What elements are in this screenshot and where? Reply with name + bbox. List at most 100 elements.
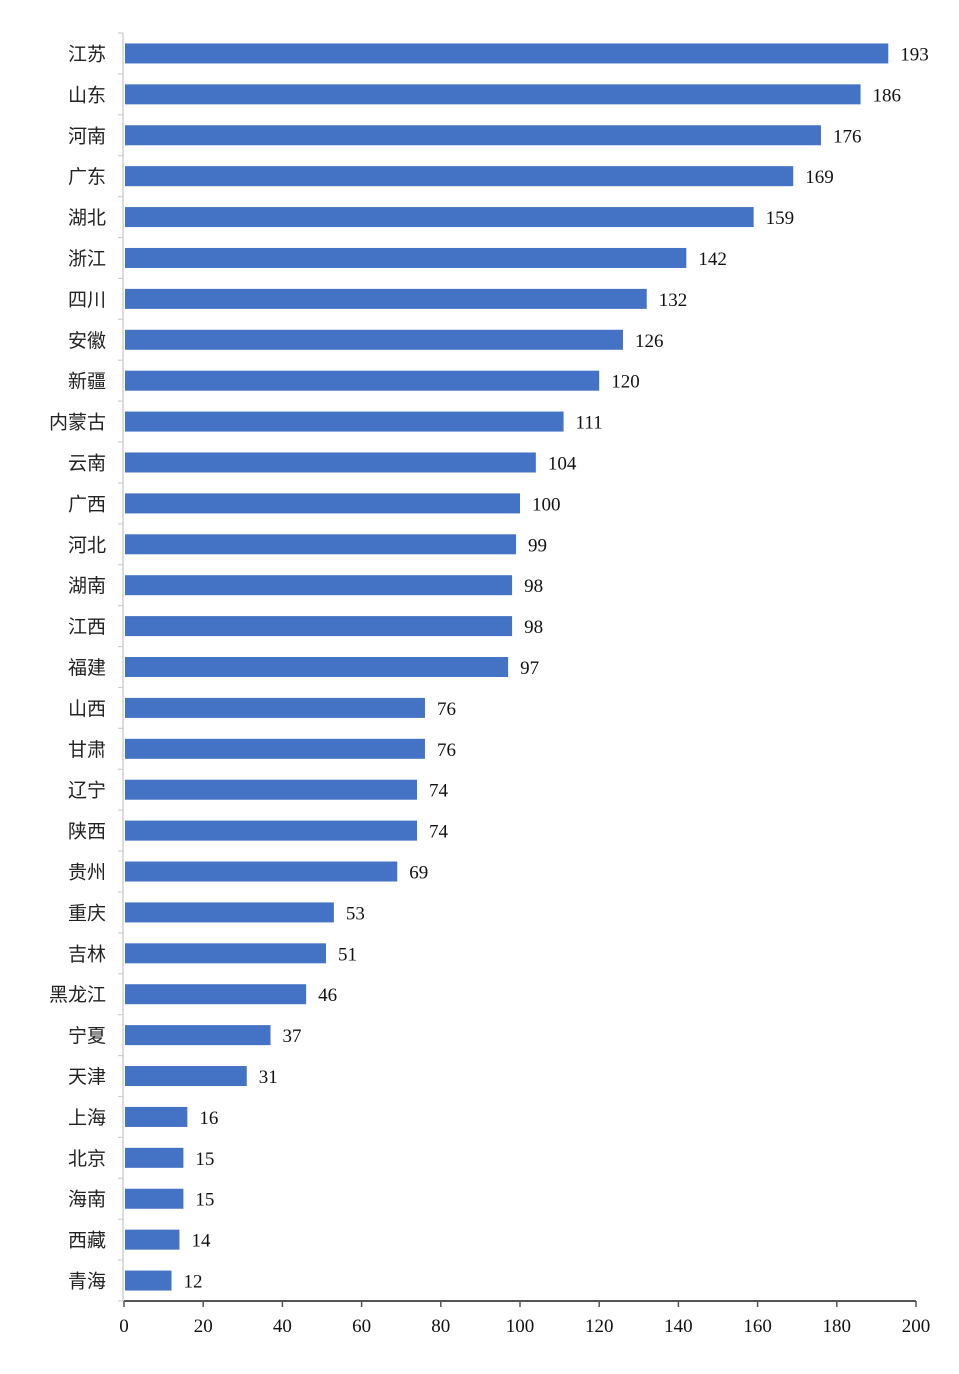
bar [125,1106,188,1127]
data-label: 100 [532,494,561,515]
bar [125,207,754,228]
bar [125,534,517,555]
data-label: 76 [437,740,456,761]
x-tick-label: 120 [585,1316,614,1337]
bar [125,493,520,514]
category-label: 天津 [68,1066,106,1088]
x-tick-label: 80 [431,1316,450,1337]
category-label: 福建 [68,657,106,679]
bar [125,902,334,923]
category-label: 贵州 [68,862,106,884]
data-label: 74 [429,781,449,802]
bar [125,125,821,146]
category-label: 重庆 [68,902,106,924]
data-label: 53 [346,903,365,924]
bar [125,616,513,637]
bar [125,943,326,964]
data-label: 69 [409,863,428,884]
category-label: 安徽 [68,330,106,352]
category-label: 江西 [68,616,106,638]
data-label: 46 [318,985,337,1006]
category-label: 青海 [68,1271,106,1293]
bar [125,657,509,677]
data-label: 193 [900,44,929,65]
data-label: 159 [766,208,795,229]
x-tick-label: 40 [273,1316,292,1337]
data-label: 142 [698,249,727,270]
bar [125,43,889,64]
category-label: 河北 [68,534,106,556]
bar [125,247,687,268]
bar [125,166,794,187]
bar [125,575,513,596]
x-tick-label: 100 [506,1316,535,1337]
category-label: 四川 [68,289,106,311]
bar [125,861,398,882]
data-label: 132 [659,290,688,311]
bar [125,697,425,718]
bar [125,370,600,391]
data-label: 120 [611,372,640,393]
data-label: 104 [548,453,577,474]
bar [125,779,418,800]
data-label: 126 [635,331,664,352]
data-label: 12 [184,1272,203,1293]
data-label: 76 [437,699,456,720]
data-label: 15 [195,1190,214,1211]
data-label: 74 [429,822,449,843]
x-tick-label: 200 [902,1316,931,1337]
category-label: 北京 [68,1148,106,1170]
x-tick-label: 0 [119,1316,129,1337]
data-label: 31 [259,1067,278,1088]
bar [125,452,536,473]
x-tick-label: 140 [664,1316,693,1337]
bar [125,1066,247,1087]
data-label: 186 [873,85,902,106]
category-label: 广东 [68,166,106,188]
category-label: 山西 [68,698,106,720]
data-label: 176 [833,126,862,147]
category-label: 上海 [68,1107,106,1129]
data-label: 37 [283,1026,302,1047]
bar [125,329,623,350]
category-label: 江苏 [68,43,106,65]
data-label: 16 [199,1108,218,1129]
bar [125,84,861,105]
bar [125,820,418,841]
category-label: 山东 [68,84,106,106]
data-label: 15 [195,1149,214,1170]
bar [125,1270,172,1291]
bar [125,411,564,432]
x-tick-label: 60 [352,1316,371,1337]
category-label: 新疆 [68,371,106,393]
category-label: 海南 [68,1189,106,1211]
category-label: 浙江 [68,248,106,270]
x-tick-label: 180 [823,1316,852,1337]
x-tick-label: 20 [194,1316,213,1337]
category-label: 河南 [68,125,106,147]
data-label: 99 [528,535,547,556]
category-label: 陕西 [68,821,106,843]
category-label: 甘肃 [68,739,106,761]
data-label: 14 [191,1231,211,1252]
category-label: 吉林 [68,943,106,965]
category-label: 湖北 [68,207,106,229]
bar [125,1025,271,1046]
bar [125,738,425,759]
data-label: 97 [520,658,539,679]
bar [125,1147,184,1168]
bar [125,1229,180,1250]
bar [125,1188,184,1209]
category-label: 西藏 [68,1230,106,1252]
data-label: 111 [576,413,603,434]
bar [125,288,647,309]
x-tick-label: 160 [743,1316,772,1337]
category-label: 辽宁 [68,780,106,802]
data-label: 98 [524,576,543,597]
category-label: 云南 [68,452,106,474]
category-label: 湖南 [68,575,106,597]
bar [125,984,307,1005]
category-label: 内蒙古 [49,412,106,434]
data-label: 51 [338,944,357,965]
